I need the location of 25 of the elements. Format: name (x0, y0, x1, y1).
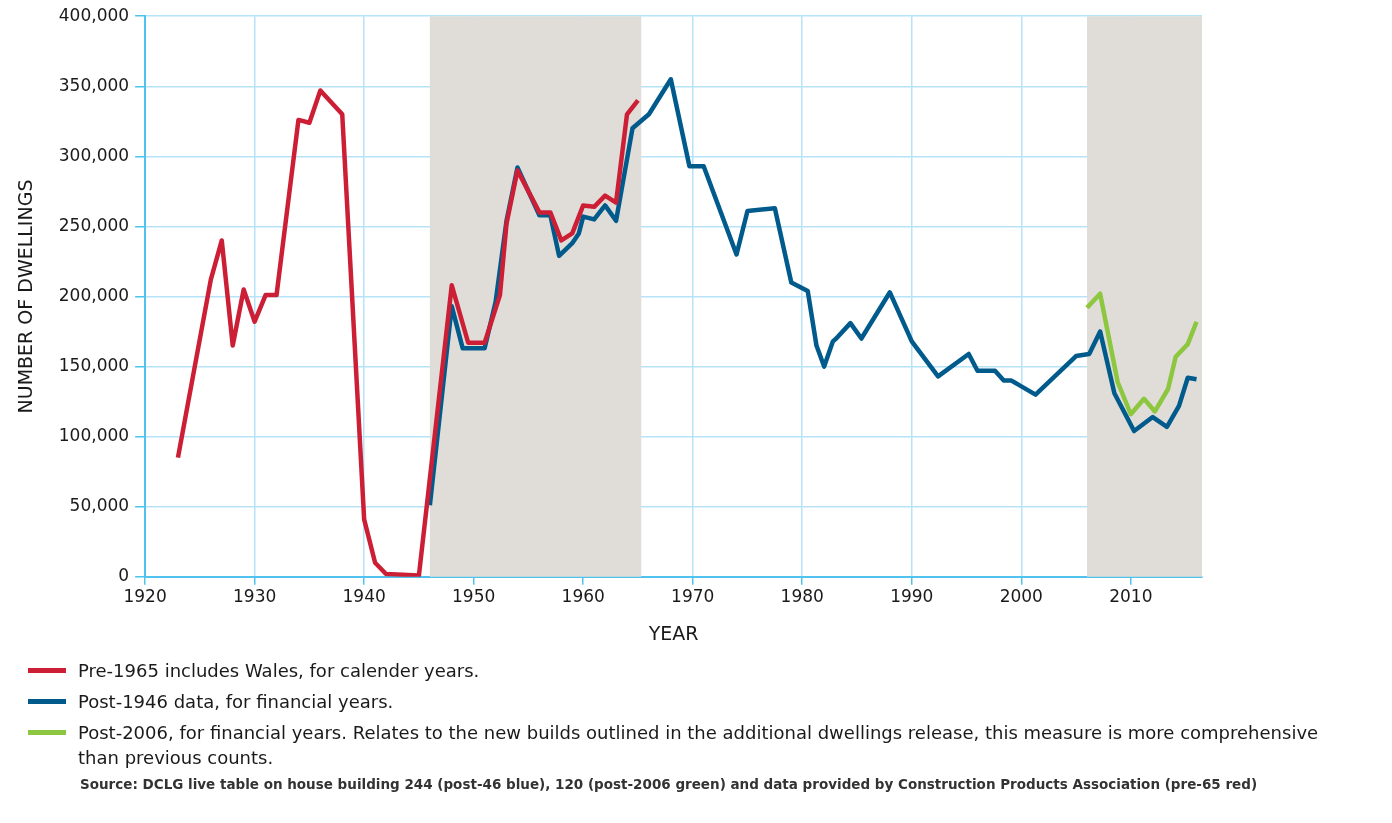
x-tick-label: 1940 (342, 586, 386, 607)
y-tick-label: 250,000 (58, 214, 130, 235)
y-tick-label: 0 (118, 565, 130, 586)
x-tick-label: 1970 (671, 586, 715, 607)
y-tick-label: 150,000 (58, 355, 130, 375)
legend-label: Post-2006, for financial years. Relates to the new builds outlined in the additional dwellings release, this measure is more comprehensive than previous counts. (78, 721, 1320, 770)
x-tick-label: 1960 (561, 586, 605, 607)
x-tick-label: 1990 (890, 586, 934, 607)
y-tick-label: 100,000 (58, 425, 130, 446)
y-axis-title: NUMBER OF DWELLINGS (14, 179, 37, 414)
x-axis-title: YEAR (647, 621, 699, 644)
x-tick-label: 1950 (452, 586, 496, 607)
y-tick-label: 350,000 (58, 74, 130, 95)
legend-label: Post-1946 data, for financial years. (78, 690, 394, 714)
y-tick-label: 50,000 (69, 495, 130, 516)
source-note: Source: DCLG live table on house building 244 (post-46 blue), 120 (post-2006 green) and data provided by Construction Products Association (pre-65 red) (80, 776, 1259, 792)
x-tick-label: 1980 (780, 586, 824, 607)
y-tick-label: 300,000 (58, 144, 130, 165)
x-tick-label: 1930 (232, 586, 277, 607)
y-tick-label: 200,000 (58, 284, 130, 305)
y-tick-label: 400,000 (58, 4, 130, 25)
x-tick-label: 2000 (999, 586, 1043, 607)
legend-label: Pre-1965 includes Wales, for calender years. (78, 659, 480, 683)
x-tick-label: 1920 (123, 586, 167, 607)
x-tick-label: 2010 (1109, 586, 1153, 607)
